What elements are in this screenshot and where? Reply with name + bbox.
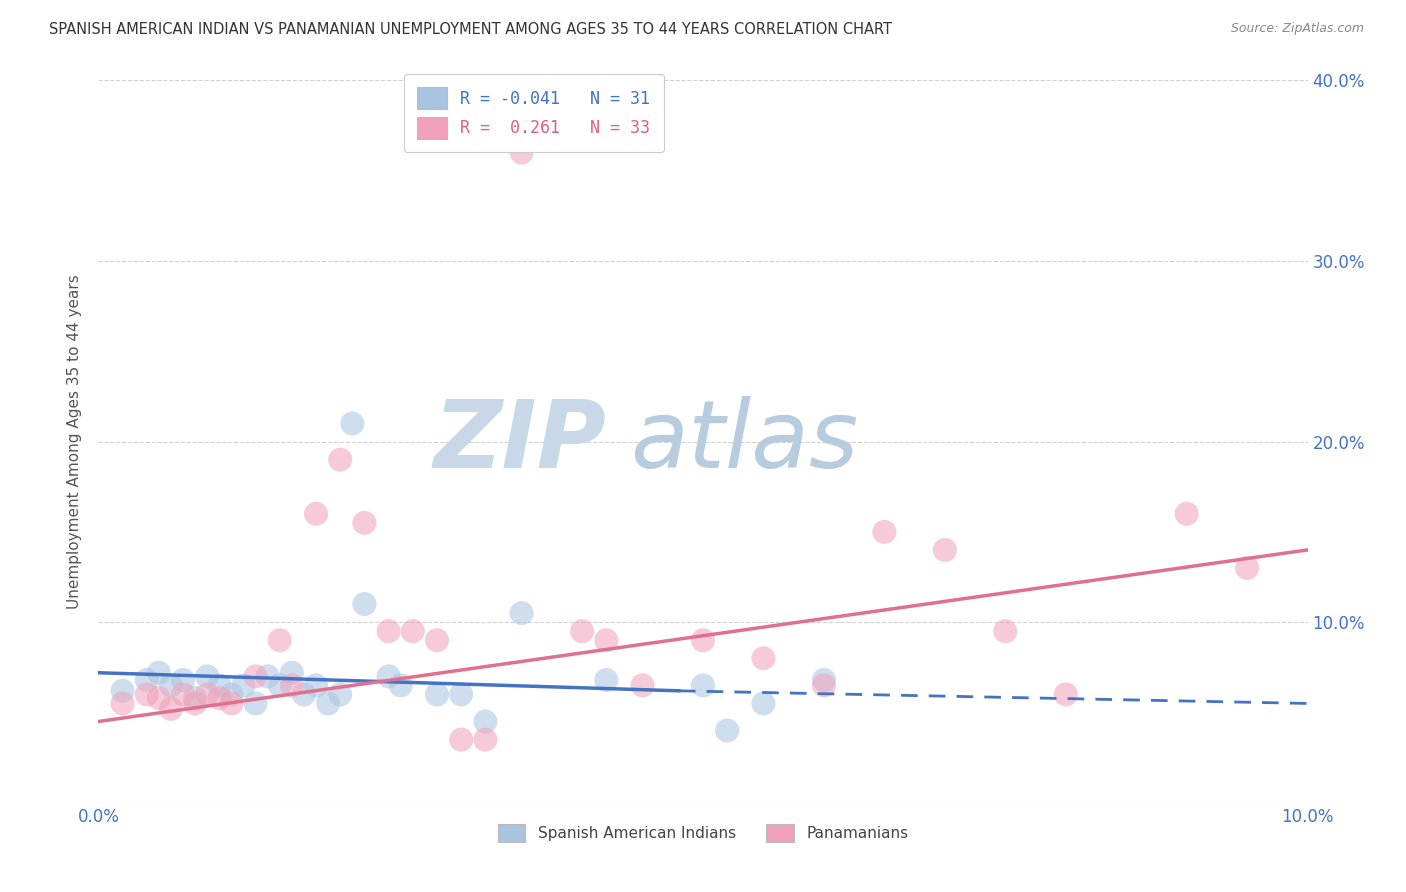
Point (692, 678, 714, 692)
Point (692, 633, 714, 648)
Text: atlas: atlas (630, 396, 859, 487)
Point (292, 687, 315, 701)
Point (474, 732, 496, 747)
Point (281, 678, 304, 692)
Point (148, 691, 170, 706)
Point (510, 145, 533, 160)
Point (172, 687, 194, 701)
Point (172, 673, 194, 687)
Point (752, 651, 775, 665)
Point (305, 507, 328, 521)
Point (111, 683, 134, 698)
Point (1175, 507, 1198, 521)
Point (135, 687, 157, 701)
Point (474, 714, 496, 729)
Point (111, 697, 134, 711)
Text: Source: ZipAtlas.com: Source: ZipAtlas.com (1230, 22, 1364, 36)
Point (510, 606, 533, 620)
Point (232, 678, 254, 692)
Point (813, 678, 835, 692)
Point (195, 669, 218, 683)
Point (221, 687, 243, 701)
Point (450, 687, 472, 701)
Point (353, 597, 375, 611)
Point (195, 687, 218, 701)
Point (377, 624, 399, 639)
Point (269, 633, 291, 648)
Point (377, 669, 399, 683)
Point (269, 678, 291, 692)
Point (389, 678, 412, 692)
Point (160, 678, 183, 692)
Point (305, 678, 328, 692)
Point (873, 524, 896, 539)
Point (631, 678, 654, 692)
Point (402, 624, 425, 639)
Point (148, 665, 170, 680)
Point (1054, 687, 1077, 701)
Point (329, 452, 352, 467)
Point (221, 697, 243, 711)
Point (571, 624, 593, 639)
Point (256, 669, 278, 683)
Point (208, 678, 231, 692)
Text: ZIP: ZIP (433, 395, 606, 488)
Point (716, 723, 738, 738)
Point (135, 673, 157, 687)
Point (329, 687, 352, 701)
Point (450, 732, 472, 747)
Point (353, 516, 375, 530)
Point (752, 697, 775, 711)
Point (813, 673, 835, 687)
Point (994, 624, 1017, 639)
Point (1236, 561, 1258, 575)
Point (184, 691, 207, 706)
Point (934, 542, 956, 557)
Point (281, 665, 304, 680)
Point (245, 697, 267, 711)
Text: SPANISH AMERICAN INDIAN VS PANAMANIAN UNEMPLOYMENT AMONG AGES 35 TO 44 YEARS COR: SPANISH AMERICAN INDIAN VS PANAMANIAN UN… (49, 22, 893, 37)
Point (245, 669, 267, 683)
Point (184, 697, 207, 711)
Point (595, 633, 617, 648)
Point (426, 633, 449, 648)
Point (208, 691, 231, 706)
Point (342, 417, 364, 431)
Point (595, 673, 617, 687)
Y-axis label: Unemployment Among Ages 35 to 44 years: Unemployment Among Ages 35 to 44 years (67, 274, 83, 609)
Point (160, 702, 183, 716)
Legend: Spanish American Indians, Panamanians: Spanish American Indians, Panamanians (491, 816, 915, 849)
Point (426, 687, 449, 701)
Point (316, 697, 339, 711)
